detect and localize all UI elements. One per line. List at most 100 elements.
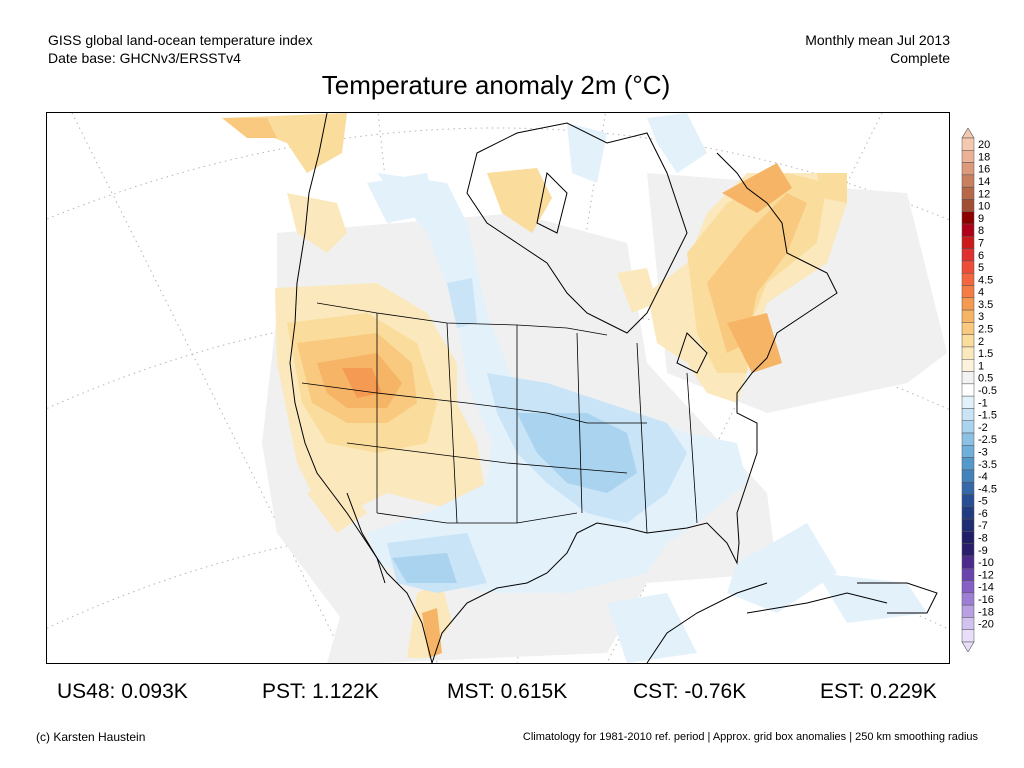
- colorbar-swatch: [961, 457, 975, 471]
- colorbar-swatch: [961, 309, 975, 323]
- colorbar-swatch: [961, 162, 975, 176]
- colorbar-tick-label: 20: [978, 139, 990, 151]
- colorbar-tick-label: 18: [978, 151, 990, 163]
- colorbar-tick-label: 1: [978, 360, 984, 372]
- period-label: Monthly mean Jul 2013: [805, 32, 950, 48]
- colorbar-tick-label: 16: [978, 164, 990, 176]
- colorbar-tick-label: -14: [978, 582, 994, 594]
- colorbar-swatch: [961, 604, 975, 618]
- colorbar-swatch: [961, 334, 975, 348]
- warm-anomaly-east: [617, 163, 847, 403]
- colorbar-tick-label: -1: [978, 397, 988, 409]
- colorbar-tick-label: -3: [978, 446, 988, 458]
- stat-est: EST: 0.229K: [820, 680, 937, 703]
- colorbar-top-arrow: [961, 128, 975, 139]
- colorbar-tick-label: 4: [978, 287, 984, 299]
- colorbar-swatch: [961, 432, 975, 446]
- colorbar-swatch: [961, 506, 975, 520]
- colorbar-tick-label: -1.5: [978, 410, 997, 422]
- colorbar-tick-label: 2: [978, 336, 984, 348]
- colorbar-tick-label: 12: [978, 188, 990, 200]
- warm-anomaly-west: [222, 113, 552, 658]
- colorbar: 201816141210987654.543.532.521.510.5-0.5…: [961, 128, 997, 652]
- colorbar-tick-label: 8: [978, 225, 984, 237]
- colorbar-swatch: [961, 211, 975, 225]
- colorbar-tick-label: 3: [978, 311, 984, 323]
- colorbar-swatch: [961, 186, 975, 200]
- colorbar-swatch: [961, 481, 975, 495]
- colorbar-swatch: [961, 445, 975, 458]
- colorbar-swatch: [961, 383, 975, 397]
- colorbar-swatch: [961, 260, 975, 274]
- colorbar-tick-label: 2.5: [978, 324, 993, 336]
- colorbar-bottom-arrow: [961, 641, 975, 652]
- colorbar-tick-label: -6: [978, 508, 988, 520]
- colorbar-tick-label: 6: [978, 250, 984, 262]
- colorbar-swatch: [961, 580, 975, 594]
- colorbar-tick-label: -8: [978, 533, 988, 545]
- state-borders: [301, 302, 698, 534]
- colorbar-tick-label: 5: [978, 262, 984, 274]
- climatology-note: Climatology for 1981-2010 ref. period | …: [522, 731, 978, 743]
- stat-cst: CST: -0.76K: [633, 680, 747, 703]
- colorbar-tick-label: -7: [978, 520, 988, 532]
- colorbar-tick-label: -4.5: [978, 483, 997, 495]
- colorbar-tick-label: 0.5: [978, 373, 993, 385]
- colorbar-swatch: [961, 592, 975, 606]
- colorbar-swatch: [961, 371, 975, 385]
- colorbar-swatch: [961, 395, 975, 409]
- cool-anomaly-central: [367, 113, 927, 663]
- colorbar-tick-label: 10: [978, 201, 990, 213]
- colorbar-tick-label: 4.5: [978, 274, 993, 286]
- colorbar-tick-label: -3.5: [978, 459, 997, 471]
- stat-pst: PST: 1.122K: [262, 680, 379, 703]
- colorbar-swatch: [961, 199, 975, 213]
- colorbar-tick-label: 14: [978, 176, 990, 188]
- colorbar-swatch: [961, 297, 975, 311]
- colorbar-swatch: [961, 223, 975, 237]
- colorbar-swatch: [961, 494, 975, 508]
- colorbar-swatch: [961, 248, 975, 262]
- colorbar-swatch: [961, 518, 975, 532]
- colorbar-swatch: [961, 555, 975, 569]
- colorbar-swatch: [961, 567, 975, 581]
- credit-label: (c) Karsten Haustein: [36, 730, 146, 744]
- colorbar-tick-label: -4: [978, 471, 988, 483]
- map-title: Temperature anomaly 2m (°C): [321, 70, 671, 100]
- colorbar-swatch: [961, 420, 975, 434]
- colorbar-swatch: [961, 543, 975, 557]
- colorbar-tick-label: 7: [978, 237, 984, 249]
- colorbar-swatch: [961, 150, 975, 163]
- colorbar-tick-label: -9: [978, 545, 988, 557]
- colorbar-tick-label: -20: [978, 619, 994, 631]
- status-label: Complete: [890, 50, 950, 66]
- stat-mst: MST: 0.615K: [447, 680, 568, 703]
- colorbar-tick-label: -12: [978, 569, 994, 581]
- colorbar-swatch: [961, 272, 975, 286]
- stat-us48: US48: 0.093K: [57, 680, 188, 703]
- colorbar-tick-label: -0.5: [978, 385, 997, 397]
- colorbar-tick-label: -5: [978, 496, 988, 508]
- colorbar-tick-label: -2: [978, 422, 988, 434]
- colorbar-swatch: [961, 236, 975, 249]
- regional-stats: US48: 0.093K PST: 1.122K MST: 0.615K CST…: [0, 680, 1024, 706]
- colorbar-swatch: [961, 359, 975, 372]
- colorbar-swatch: [961, 174, 975, 188]
- coastlines: [289, 113, 938, 663]
- anomaly-map: [46, 112, 950, 664]
- colorbar-tick-label: 9: [978, 213, 984, 225]
- colorbar-tick-label: -18: [978, 606, 994, 618]
- colorbar-swatch: [961, 617, 975, 630]
- colorbar-tick-label: 3.5: [978, 299, 993, 311]
- colorbar-tick-label: 1.5: [978, 348, 993, 360]
- dataset-title: GISS global land-ocean temperature index: [48, 32, 313, 48]
- colorbar-tick-label: -2.5: [978, 434, 997, 446]
- colorbar-swatch: [961, 408, 975, 421]
- colorbar-swatch: [961, 531, 975, 544]
- colorbar-swatch: [961, 322, 975, 335]
- colorbar-swatch: [961, 137, 975, 151]
- colorbar-tick-label: -16: [978, 594, 994, 606]
- colorbar-swatch: [961, 285, 975, 299]
- colorbar-tick-label: -10: [978, 557, 994, 569]
- date-base-label: Date base: GHCNv3/ERSSTv4: [48, 50, 241, 66]
